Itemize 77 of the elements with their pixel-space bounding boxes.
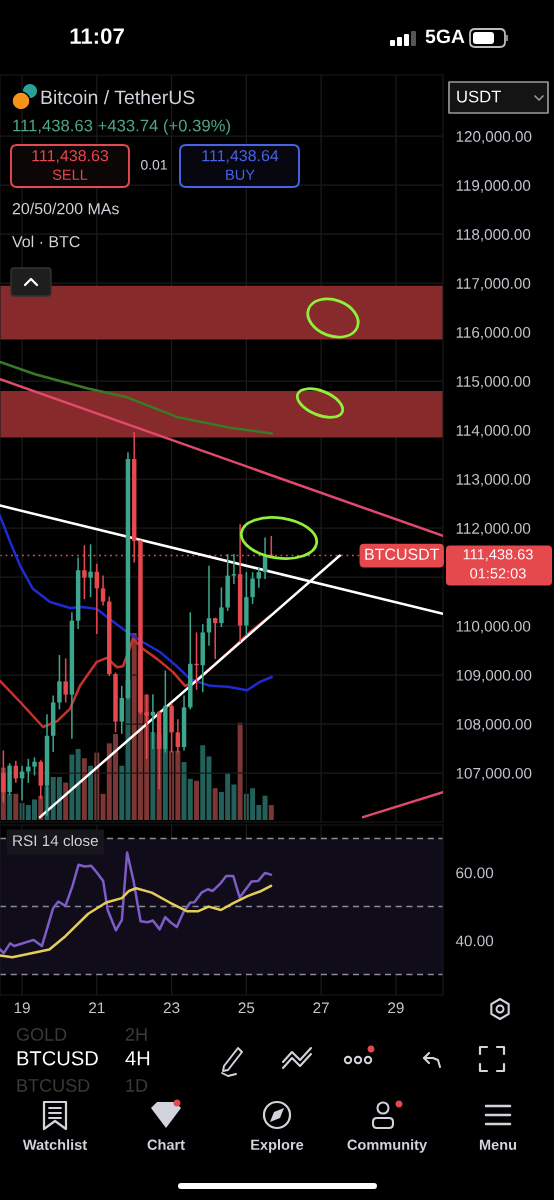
- x-tick-label: 27: [313, 1002, 329, 1014]
- text: Explore: [251, 1139, 304, 1153]
- annotation: 111,438.63: [32, 149, 109, 164]
- y-tick-label: 113,000.00: [456, 473, 531, 487]
- bar: [7, 793, 13, 820]
- text: USDT: [457, 90, 501, 103]
- y-tick-label: 119,000.00: [456, 180, 531, 193]
- candlestick: [57, 654, 62, 711]
- text: Bitcoin / TetherUS: [41, 89, 195, 105]
- y-tick-label: 60.00: [456, 867, 494, 879]
- y-tick-label: 40.00: [455, 935, 494, 947]
- bar: [63, 782, 69, 820]
- line-series: [0, 360, 274, 435]
- x-tick-label: 21: [89, 1002, 105, 1014]
- text: 01:52:03: [470, 568, 526, 579]
- x-tick-label: 23: [163, 1002, 180, 1014]
- candlestick: [119, 685, 124, 735]
- text: BTCUSD: [17, 1079, 90, 1092]
- text: Chart: [147, 1139, 185, 1150]
- bar: [150, 732, 156, 820]
- line-series: [0, 884, 273, 959]
- candlestick: [250, 571, 255, 605]
- text: 4H: [125, 1051, 150, 1066]
- annotation: BUY: [226, 169, 255, 180]
- y-tick-label: 117,000.00: [456, 278, 531, 291]
- line-series: [0, 851, 273, 955]
- y-tick-label: 108,000.00: [456, 718, 532, 732]
- bar: [212, 788, 218, 820]
- text: 111,438.63 +433.74 (+0.39%): [13, 119, 230, 135]
- text: Menu: [479, 1139, 517, 1150]
- y-tick-label: 120,000.00: [456, 131, 532, 144]
- text: 5GA: [425, 29, 465, 44]
- candlestick: [256, 566, 262, 589]
- x-tick-label: 29: [388, 1002, 404, 1014]
- line-series: [0, 514, 274, 692]
- candlestick: [88, 543, 93, 598]
- y-tick-label: 107,000.00: [456, 767, 532, 781]
- bar: [194, 780, 200, 820]
- text: 2H: [125, 1028, 147, 1041]
- y-tick-label: 118,000.00: [456, 229, 531, 242]
- candlestick: [32, 756, 37, 777]
- annotation: 0.01: [141, 159, 167, 170]
- text: Watchlist: [22, 1139, 87, 1150]
- bar: [13, 793, 19, 820]
- annotation: 20/50/200 MAs: [12, 202, 119, 215]
- bar: [262, 795, 268, 820]
- text: 1D: [126, 1079, 148, 1092]
- candlestick: [212, 616, 218, 660]
- y-tick-label: 114,000.00: [456, 425, 531, 438]
- text: 111,438.63: [463, 549, 533, 562]
- annotation: 111,438.64: [202, 149, 279, 164]
- x-tick-label: 19: [14, 1002, 30, 1014]
- candlestick: [63, 657, 68, 704]
- candlestick: [26, 758, 31, 784]
- bar: [268, 805, 274, 820]
- bar: [81, 758, 87, 820]
- x-tick-label: 25: [238, 1002, 255, 1014]
- text: 11:07: [70, 28, 124, 44]
- bar: [237, 722, 243, 820]
- text: Community: [347, 1139, 428, 1153]
- text: BTCUSD: [17, 1051, 98, 1066]
- ref-line-label: BTCUSDT: [365, 548, 440, 560]
- bar: [75, 748, 81, 820]
- candlestick: [231, 553, 237, 585]
- y-tick-label: 112,000.00: [456, 522, 531, 536]
- y-tick-label: 115,000.00: [456, 376, 531, 389]
- annotation: SELL: [52, 169, 88, 180]
- bar: [88, 765, 94, 820]
- text: RSI 14 close: [13, 834, 98, 847]
- candlestick: [100, 574, 106, 607]
- bar: [69, 754, 75, 820]
- text: GOLD: [16, 1028, 67, 1041]
- candlestick: [219, 586, 224, 628]
- chart-title: Vol · BTC: [12, 235, 80, 248]
- y-tick-label: 116,000.00: [456, 327, 531, 340]
- y-tick-label: 109,000.00: [456, 669, 532, 683]
- y-tick-label: 110,000.00: [456, 620, 531, 634]
